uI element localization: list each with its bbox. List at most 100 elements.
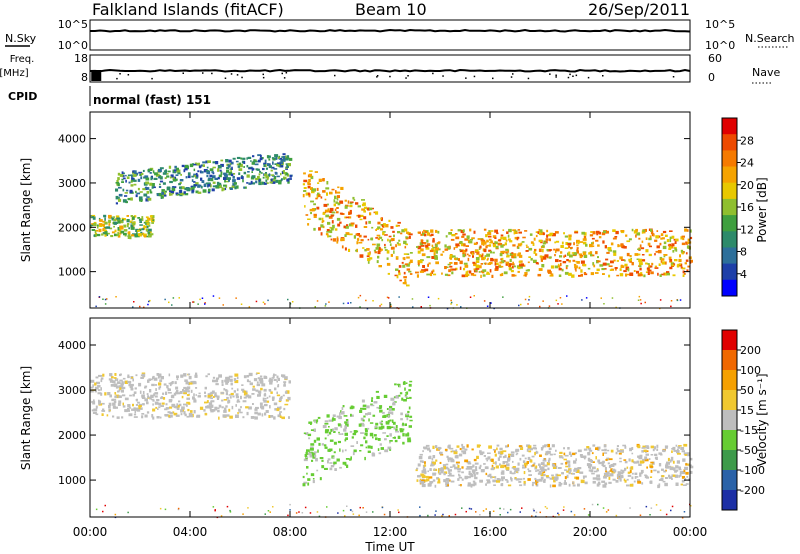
range-cell xyxy=(221,187,225,191)
range-cell xyxy=(404,423,407,426)
nave-point xyxy=(569,73,571,76)
range-cell xyxy=(344,425,347,429)
range-cell xyxy=(612,237,617,240)
range-cell xyxy=(642,445,646,448)
range-cell xyxy=(191,185,195,188)
range-cell xyxy=(175,414,180,417)
range-cell xyxy=(309,454,313,458)
range-cell xyxy=(170,191,175,194)
range-cell xyxy=(644,474,647,476)
range-cell xyxy=(151,414,153,418)
range-cell xyxy=(143,235,147,238)
range-cell xyxy=(336,217,341,221)
range-cell xyxy=(324,305,327,307)
range-cell xyxy=(142,169,145,172)
colorbar-segment xyxy=(722,166,737,184)
range-cell xyxy=(160,196,164,199)
range-cell xyxy=(574,268,577,271)
range-cell xyxy=(172,177,175,181)
range-cell xyxy=(663,470,666,473)
range-cell xyxy=(524,298,527,301)
range-cell xyxy=(164,414,169,416)
range-cell xyxy=(379,228,384,231)
range-cell xyxy=(486,253,490,257)
nsearch-label: N.Search xyxy=(745,32,795,45)
range-cell xyxy=(193,398,196,400)
range-cell xyxy=(329,210,332,213)
range-cell xyxy=(246,174,250,178)
range-cell xyxy=(572,481,575,484)
range-cell xyxy=(217,165,222,169)
range-cell xyxy=(558,514,560,516)
range-cell xyxy=(490,257,494,262)
range-cell xyxy=(331,188,335,191)
range-cell xyxy=(318,515,321,518)
range-cell xyxy=(121,178,124,181)
range-cell xyxy=(306,192,310,195)
range-cell xyxy=(420,248,424,252)
range-cell xyxy=(660,258,665,261)
range-cell xyxy=(302,475,305,479)
range-cell xyxy=(213,409,216,412)
nave-label: Nave xyxy=(752,66,780,79)
range-cell xyxy=(373,401,378,404)
range-cell xyxy=(408,233,413,236)
range-cell xyxy=(544,506,547,508)
range-cell xyxy=(263,399,267,403)
range-cell xyxy=(558,266,561,269)
range-cell xyxy=(145,235,149,238)
range-cell xyxy=(346,420,349,424)
nave-point xyxy=(376,75,379,77)
range-cell xyxy=(218,174,222,178)
range-cell xyxy=(267,155,271,158)
range-cell xyxy=(114,378,117,381)
range-cell xyxy=(473,473,476,477)
range-cell xyxy=(403,399,407,402)
range-cell xyxy=(631,262,634,266)
range-cell xyxy=(151,383,155,387)
range-cell xyxy=(322,212,326,215)
range-cell xyxy=(457,478,460,481)
range-cell xyxy=(473,263,477,267)
range-cell xyxy=(408,235,411,239)
range-cell xyxy=(500,464,505,469)
range-cell xyxy=(151,222,154,224)
range-cell xyxy=(145,198,149,202)
range-cell xyxy=(235,393,239,397)
range-cell xyxy=(462,233,466,236)
range-cell xyxy=(245,406,249,409)
range-cell xyxy=(143,193,148,197)
range-cell xyxy=(231,185,236,189)
range-cell xyxy=(507,511,509,514)
range-cell xyxy=(470,508,473,510)
range-cell xyxy=(282,156,286,159)
range-cell xyxy=(499,463,501,466)
range-cell xyxy=(383,414,387,418)
range-cell xyxy=(193,399,197,403)
range-cell xyxy=(420,244,425,247)
range-cell xyxy=(534,451,536,456)
range-cell xyxy=(579,454,583,457)
range-cell xyxy=(644,458,649,462)
range-cell xyxy=(221,399,224,402)
range-cell xyxy=(542,300,544,302)
range-cell xyxy=(570,510,573,513)
range-cell xyxy=(417,245,422,250)
range-cell xyxy=(508,453,511,456)
range-cell xyxy=(152,416,155,420)
range-cell xyxy=(276,175,280,178)
range-cell xyxy=(317,437,320,440)
range-cell xyxy=(313,203,316,206)
range-cell xyxy=(603,452,608,454)
range-cell xyxy=(495,265,499,270)
range-cell xyxy=(142,391,145,395)
range-cell xyxy=(166,385,169,389)
range-cell xyxy=(620,469,623,472)
range-cell xyxy=(146,190,149,194)
range-cell xyxy=(534,447,537,450)
range-cell xyxy=(676,449,679,451)
range-cell xyxy=(604,245,607,249)
range-cell xyxy=(543,256,547,260)
range-cell xyxy=(385,421,388,424)
range-cell xyxy=(650,228,653,232)
